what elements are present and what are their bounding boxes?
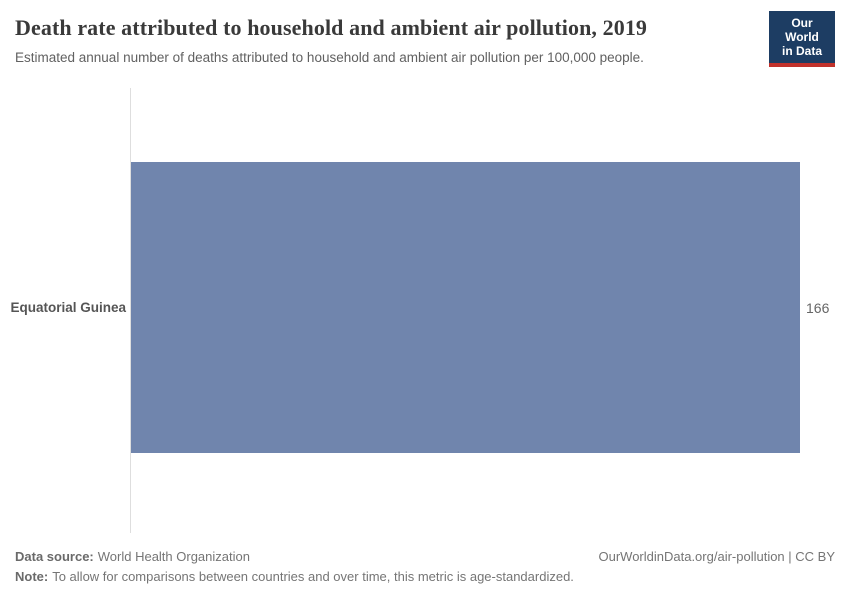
chart-title: Death rate attributed to household and a… xyxy=(15,15,648,40)
bar-equatorial-guinea[interactable] xyxy=(131,162,800,453)
owid-logo-line1: Our World xyxy=(785,16,819,44)
y-axis-line xyxy=(130,88,131,533)
bar-entity-label: Equatorial Guinea xyxy=(10,300,126,315)
owid-logo-line2: in Data xyxy=(781,44,822,58)
bar-value-label: 166 xyxy=(806,300,830,316)
footer-data-source: Data source: World Health Organization xyxy=(15,549,250,564)
footer-link[interactable]: OurWorldinData.org/air-pollution | CC BY xyxy=(598,549,835,564)
footer-note-value: To allow for comparisons between countri… xyxy=(52,569,574,584)
footer-data-source-value: World Health Organization xyxy=(97,549,250,564)
footer-note: Note: To allow for comparisons between co… xyxy=(15,569,574,584)
owid-logo[interactable]: Our World in Data xyxy=(769,11,835,67)
chart-subtitle: Estimated annual number of deaths attrib… xyxy=(15,50,644,65)
footer-data-source-label: Data source: xyxy=(15,549,94,564)
footer-note-label: Note: xyxy=(15,569,49,584)
